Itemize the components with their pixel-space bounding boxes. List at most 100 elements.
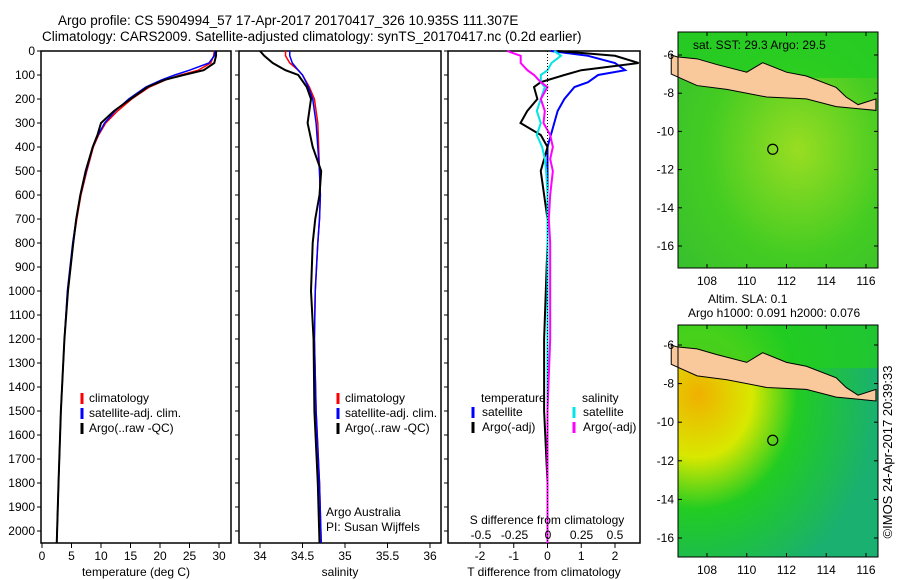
x-tick-label: 34.5 — [291, 549, 315, 563]
lat-tick-label: -6 — [663, 338, 674, 352]
y-tick-label: 1300 — [8, 356, 35, 370]
x-axis-label: T difference from climatology — [467, 565, 621, 579]
x-tick-label: 5 — [68, 549, 75, 563]
x-tick-label: 25 — [183, 549, 197, 563]
x-axis-label: salinity — [322, 565, 359, 579]
legend-label: Argo(-adj) — [583, 420, 636, 434]
annotation-line-2: PI: Susan Wijffels — [326, 520, 420, 534]
lat-tick-label: -6 — [663, 48, 674, 62]
panel-frame-1 — [40, 50, 232, 544]
lon-tick-label: 112 — [777, 563, 796, 577]
map2-subtitle: Argo h1000: 0.091 h2000: 0.076 — [688, 306, 861, 320]
y-tick-label: 900 — [15, 260, 35, 274]
panel-frame-2 — [238, 50, 442, 544]
map-2 — [670, 324, 879, 558]
y-tick-label: 0 — [28, 44, 35, 58]
lon-tick-label: 110 — [737, 274, 756, 288]
land-java — [670, 54, 877, 111]
line-s-argo-adj- — [506, 50, 554, 543]
lat-tick-label: -12 — [657, 163, 675, 177]
legend-label: satellite — [583, 405, 624, 419]
x-tick-label: 20 — [153, 549, 167, 563]
x-tick-label: 35 — [338, 549, 352, 563]
x-tick-label: -2 — [475, 549, 486, 563]
lon-tick-label: 116 — [856, 563, 875, 577]
lon-tick-label: 114 — [817, 274, 836, 288]
line-argo-raw-qc- — [259, 50, 323, 544]
y-tick-label: 2000 — [8, 524, 35, 538]
x-axis-label: temperature (deg C) — [82, 565, 190, 579]
lat-tick-label: -16 — [657, 239, 675, 253]
lon-tick-label: 116 — [856, 274, 875, 288]
x-tick-label: 0 — [544, 549, 551, 563]
y-tick-label: 1700 — [8, 452, 35, 466]
line-climatology — [56, 50, 216, 544]
legend-label: satellite — [482, 405, 523, 419]
legend-title-temperature: temperature — [481, 391, 546, 405]
y-tick-label: 1100 — [9, 308, 35, 322]
lat-tick-label: -14 — [657, 201, 675, 215]
annotation-line-1: Argo Australia — [326, 505, 401, 519]
x-tick-label: 35.5 — [376, 549, 400, 563]
map-frame — [677, 324, 879, 558]
y-tick-label: 400 — [15, 140, 35, 154]
line-t-satellite — [546, 50, 628, 543]
lon-tick-label: 108 — [697, 563, 717, 577]
argo-position-marker — [767, 143, 779, 155]
x-tick-label: 36 — [423, 549, 437, 563]
lat-tick-label: -8 — [663, 377, 674, 391]
line-argo-raw-qc- — [55, 51, 218, 544]
y-tick-label: 1200 — [8, 332, 35, 346]
lat-tick-label: -10 — [657, 124, 675, 138]
land-java — [670, 344, 877, 402]
line-t-argo-adj- — [519, 50, 639, 543]
title-line-2: Climatology: CARS2009. Satellite-adjuste… — [42, 29, 582, 44]
title-line-1: Argo profile: CS 5904994_57 17-Apr-2017 … — [58, 13, 519, 28]
y-tick-label: 1600 — [8, 428, 35, 442]
y-tick-label: 200 — [15, 92, 35, 106]
lon-tick-label: 108 — [697, 274, 717, 288]
lon-tick-label: 114 — [817, 563, 836, 577]
y-tick-label: 1400 — [8, 380, 35, 394]
y-tick-label: 500 — [15, 164, 35, 178]
line-satellite-adj-clim- — [56, 50, 216, 544]
y-tick-label: 300 — [15, 116, 35, 130]
lat-tick-label: -8 — [663, 86, 674, 100]
legend-label: climatology — [345, 391, 405, 405]
x-tick-label: 34 — [253, 549, 267, 563]
argo-position-marker — [767, 434, 779, 446]
lat-tick-label: -16 — [657, 531, 675, 545]
secondary-x-tick-label: -0.25 — [501, 528, 529, 542]
lat-tick-label: -12 — [657, 454, 675, 468]
legend-label: Argo(..raw -QC) — [89, 421, 174, 435]
x-tick-label: -1 — [508, 549, 519, 563]
line-s-satellite — [535, 50, 563, 543]
secondary-x-tick-label: 0.5 — [607, 528, 624, 542]
x-tick-label: 2 — [612, 549, 619, 563]
panel-frame-3 — [447, 50, 641, 544]
x-tick-label: 10 — [94, 549, 108, 563]
y-tick-label: 1900 — [8, 500, 35, 514]
map2-title: Altim. SLA: 0.1 — [708, 292, 788, 306]
legend-title-salinity: salinity — [582, 391, 619, 405]
secondary-x-axis-label: S difference from climatology — [470, 513, 625, 527]
y-tick-label: 1500 — [8, 404, 35, 418]
legend-label: satellite-adj. clim. — [345, 406, 437, 420]
y-tick-label: 1000 — [8, 284, 35, 298]
legend-label: Argo(-adj) — [482, 420, 535, 434]
x-tick-label: 1 — [578, 549, 585, 563]
map-frame — [677, 31, 879, 269]
secondary-x-tick-label: 0 — [545, 528, 552, 542]
y-tick-label: 700 — [15, 212, 35, 226]
lon-tick-label: 112 — [777, 274, 796, 288]
legend-label: Argo(..raw -QC) — [345, 421, 430, 435]
secondary-x-tick-label: 0.25 — [570, 528, 594, 542]
lat-tick-label: -14 — [657, 492, 675, 506]
x-tick-label: 30 — [212, 549, 226, 563]
map-1 — [670, 31, 879, 269]
lon-tick-label: 110 — [737, 563, 756, 577]
lat-tick-label: -10 — [657, 415, 675, 429]
secondary-x-tick-label: -0.5 — [471, 528, 492, 542]
